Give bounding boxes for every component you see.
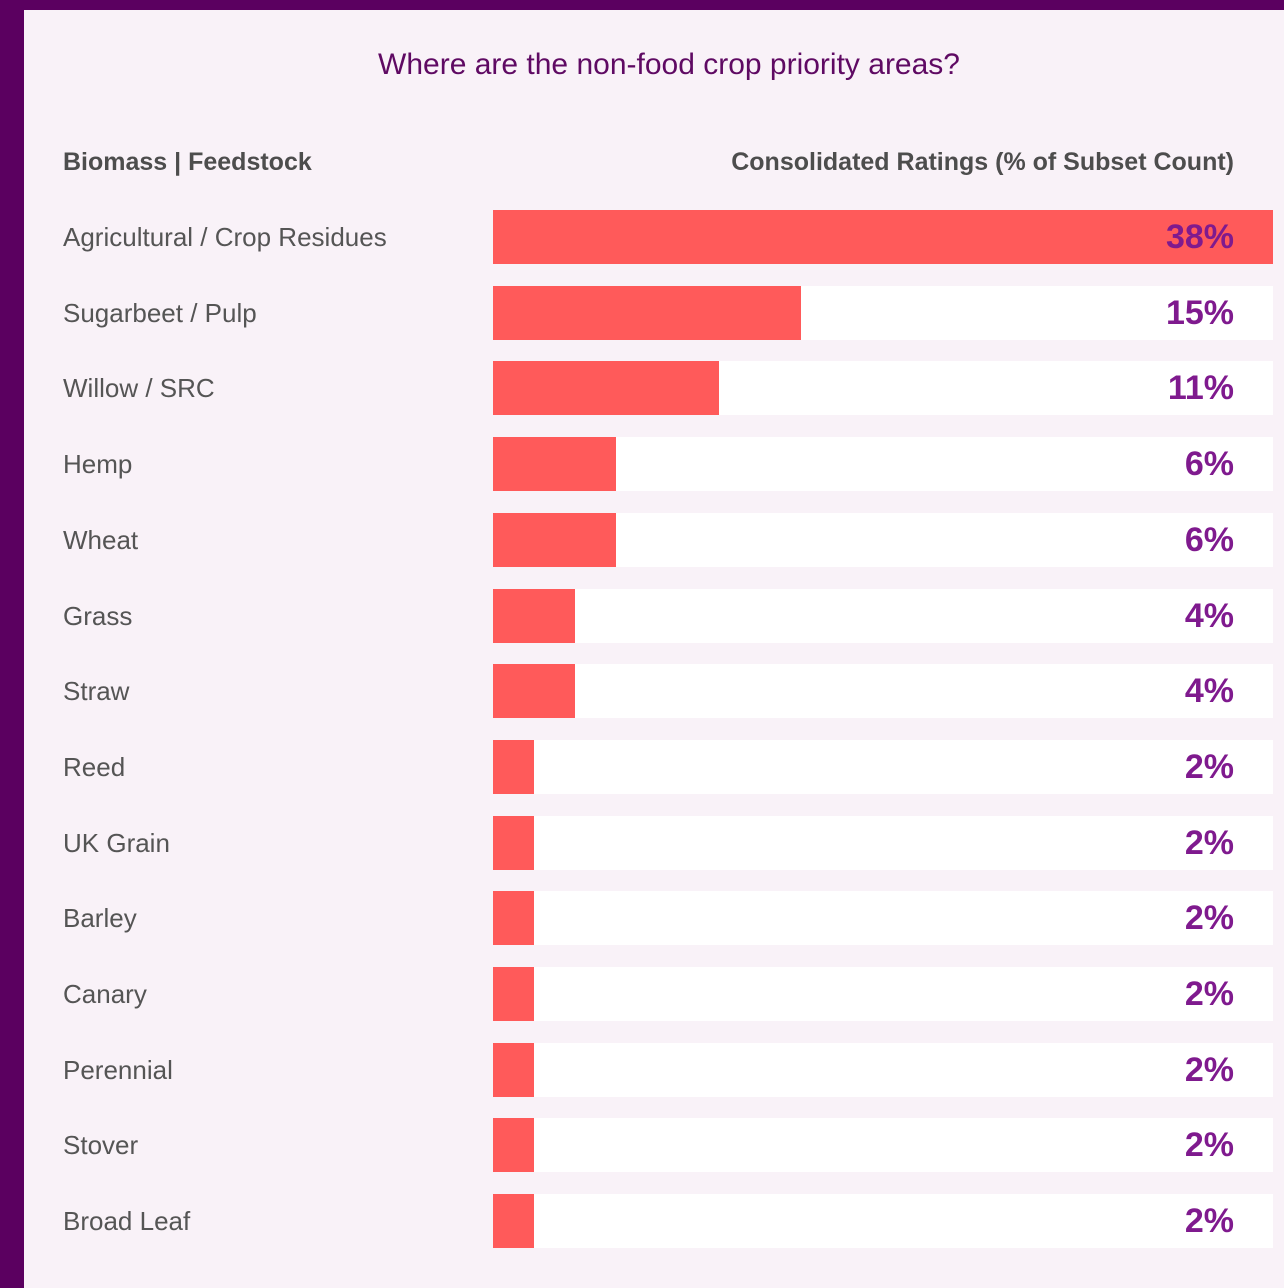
bar xyxy=(493,361,719,415)
bar xyxy=(493,513,616,567)
bar-track xyxy=(493,1194,1273,1248)
bar-row: Willow / SRC 11% xyxy=(24,361,1284,415)
bar-track xyxy=(493,210,1273,264)
value-label: 6% xyxy=(1184,521,1234,559)
bar xyxy=(493,891,534,945)
category-label: Broad Leaf xyxy=(63,1206,191,1236)
value-label: 6% xyxy=(1184,445,1234,483)
category-label: Barley xyxy=(63,903,137,933)
category-label: UK Grain xyxy=(63,828,170,858)
bar-track xyxy=(493,437,1273,491)
value-label: 2% xyxy=(1184,899,1234,937)
category-label: Willow / SRC xyxy=(63,373,215,403)
bar-track xyxy=(493,286,1273,340)
bar-row: Hemp 6% xyxy=(24,437,1284,491)
category-label: Straw xyxy=(63,676,130,706)
value-column-header: Consolidated Ratings (% of Subset Count) xyxy=(731,148,1234,176)
bar-track xyxy=(493,1118,1273,1172)
bar-track xyxy=(493,589,1273,643)
value-label: 2% xyxy=(1184,1051,1234,1089)
bar-track xyxy=(493,513,1273,567)
bar xyxy=(493,967,534,1021)
bar-track xyxy=(493,361,1273,415)
bar xyxy=(493,1194,534,1248)
bar xyxy=(493,740,534,794)
category-label: Agricultural / Crop Residues xyxy=(63,222,387,252)
value-label: 2% xyxy=(1184,748,1234,786)
bar xyxy=(493,437,616,491)
bar-row: Reed 2% xyxy=(24,740,1284,794)
value-label: 2% xyxy=(1184,1202,1234,1240)
bar-track xyxy=(493,740,1273,794)
bar-row: Barley 2% xyxy=(24,891,1284,945)
bar xyxy=(493,816,534,870)
chart-card: Where are the non-food crop priority are… xyxy=(24,10,1284,1288)
bar-row: Broad Leaf 2% xyxy=(24,1194,1284,1248)
bar-row: Agricultural / Crop Residues 38% xyxy=(24,210,1284,264)
category-label: Reed xyxy=(63,752,126,782)
bar-rows: Agricultural / Crop Residues 38% Sugarbeet… xyxy=(24,10,1284,1288)
category-label: Hemp xyxy=(63,449,133,479)
bar xyxy=(493,210,1273,264)
bar xyxy=(493,664,575,718)
bar-row: Canary 2% xyxy=(24,967,1284,1021)
bar xyxy=(493,286,801,340)
value-label: 2% xyxy=(1184,1126,1234,1164)
value-label: 2% xyxy=(1184,975,1234,1013)
value-label: 15% xyxy=(1165,294,1234,332)
bar xyxy=(493,1043,534,1097)
chart-title: Where are the non-food crop priority are… xyxy=(378,48,960,81)
bar-row: Stover 2% xyxy=(24,1118,1284,1172)
value-label: 2% xyxy=(1184,824,1234,862)
value-label: 4% xyxy=(1184,597,1234,635)
category-label: Sugarbeet / Pulp xyxy=(63,298,257,328)
bar-track xyxy=(493,816,1273,870)
bar-row: Wheat 6% xyxy=(24,513,1284,567)
category-label: Grass xyxy=(63,601,133,631)
bar-track xyxy=(493,664,1273,718)
bar-track xyxy=(493,891,1273,945)
bar-row: UK Grain 2% xyxy=(24,816,1284,870)
bar-row: Straw 4% xyxy=(24,664,1284,718)
category-label: Perennial xyxy=(63,1055,173,1085)
bar xyxy=(493,589,575,643)
category-column-header: Biomass | Feedstock xyxy=(63,148,312,176)
value-label: 38% xyxy=(1165,218,1234,256)
bar-row: Perennial 2% xyxy=(24,1043,1284,1097)
bar-row: Grass 4% xyxy=(24,589,1284,643)
bar-track xyxy=(493,967,1273,1021)
category-label: Wheat xyxy=(63,525,139,555)
category-label: Stover xyxy=(63,1130,139,1160)
bar-track xyxy=(493,1043,1273,1097)
bar xyxy=(493,1118,534,1172)
category-label: Canary xyxy=(63,979,147,1009)
value-label: 11% xyxy=(1167,369,1234,407)
value-label: 4% xyxy=(1184,672,1234,710)
bar-row: Sugarbeet / Pulp 15% xyxy=(24,286,1284,340)
